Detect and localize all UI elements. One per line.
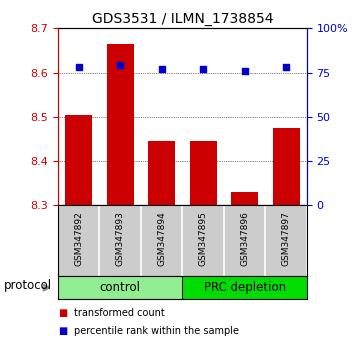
- Text: GSM347896: GSM347896: [240, 211, 249, 266]
- Bar: [148, 141, 175, 205]
- Bar: [273, 128, 300, 205]
- Point: [76, 64, 82, 70]
- Point: [283, 64, 289, 70]
- Bar: [190, 141, 217, 205]
- Bar: [106, 44, 134, 205]
- Text: ■: ■: [58, 308, 67, 318]
- Bar: [58, 276, 182, 299]
- Text: GSM347897: GSM347897: [282, 211, 291, 266]
- Point: [200, 66, 206, 72]
- Point: [158, 66, 164, 72]
- Title: GDS3531 / ILMN_1738854: GDS3531 / ILMN_1738854: [92, 12, 273, 26]
- Bar: [231, 192, 258, 205]
- Text: PRC depletion: PRC depletion: [204, 281, 286, 294]
- Text: protocol: protocol: [4, 279, 52, 292]
- Bar: [65, 115, 92, 205]
- Point: [242, 68, 248, 74]
- Text: percentile rank within the sample: percentile rank within the sample: [74, 326, 239, 336]
- Text: ■: ■: [58, 326, 67, 336]
- Text: transformed count: transformed count: [74, 308, 165, 318]
- Text: GSM347893: GSM347893: [116, 211, 125, 266]
- Bar: [182, 276, 307, 299]
- Text: control: control: [100, 281, 140, 294]
- Text: GSM347895: GSM347895: [199, 211, 208, 266]
- Point: [117, 63, 123, 68]
- Text: GSM347894: GSM347894: [157, 211, 166, 266]
- Text: GSM347892: GSM347892: [74, 211, 83, 266]
